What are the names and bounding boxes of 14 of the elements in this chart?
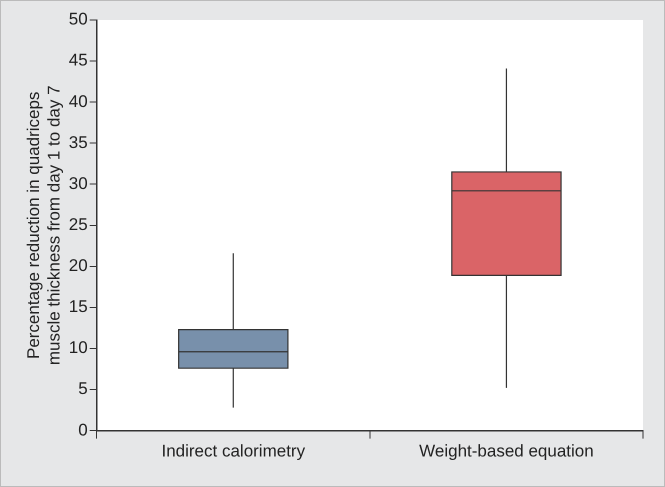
y-tick-label: 15 (68, 297, 88, 316)
y-tick-label: 10 (68, 338, 88, 358)
y-tick-label: 40 (68, 92, 88, 111)
y-tick-label: 50 (68, 10, 88, 29)
y-tick-label: 45 (68, 50, 88, 70)
y-tick-label: 5 (78, 379, 88, 398)
y-tick-label: 0 (78, 420, 88, 440)
x-tick-label: Indirect calorimetry (161, 441, 306, 460)
y-tick-label: 30 (68, 174, 88, 193)
x-tick-label: Weight-based equation (419, 441, 594, 460)
y-tick-label: 35 (68, 132, 88, 152)
y-tick-label: 25 (68, 214, 88, 234)
y-tick-label: 20 (68, 256, 88, 276)
y-axis-title: Percentage reduction in quadriceps muscle thickness from day 1 to day 7 (24, 85, 64, 366)
